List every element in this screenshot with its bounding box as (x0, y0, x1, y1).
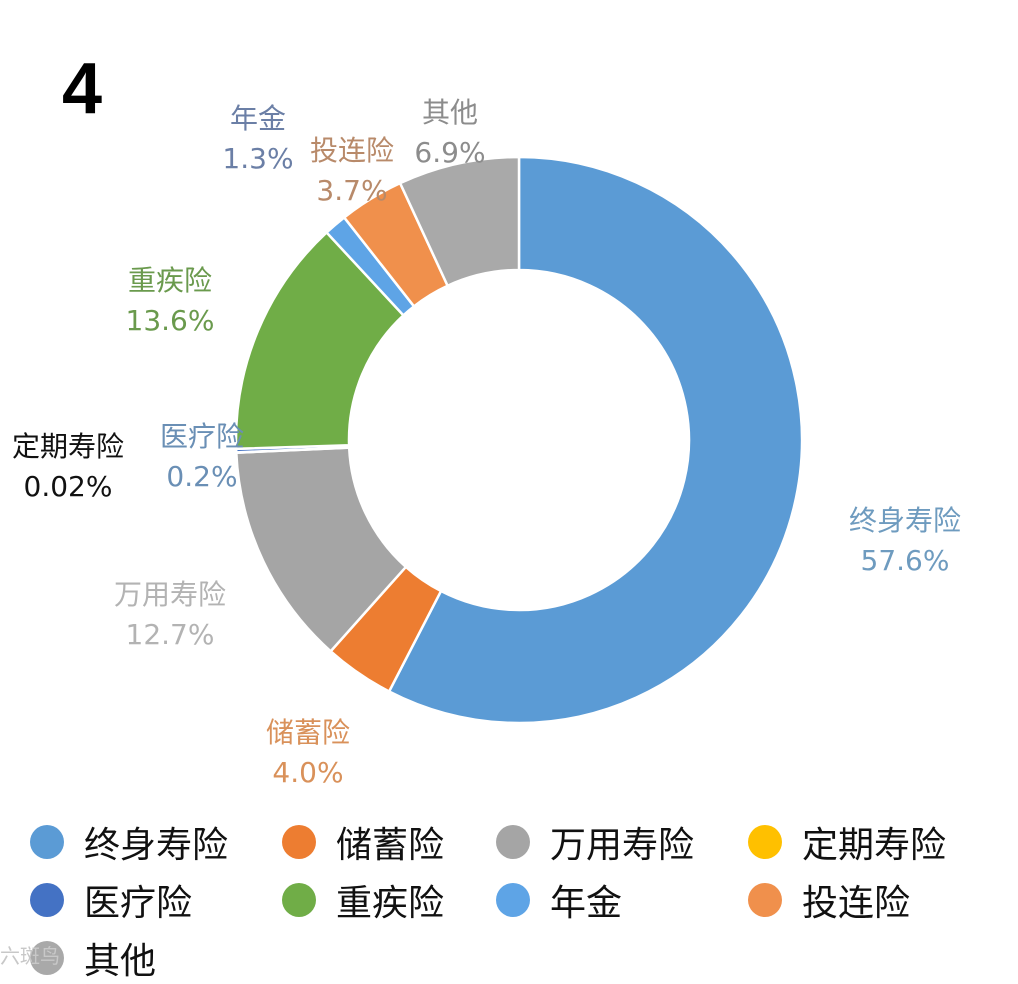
slice-value-label: 12.7% (126, 618, 215, 651)
slice-name-label: 重疾险 (128, 264, 212, 297)
legend-label: 投连险 (802, 883, 911, 924)
legend-color-swatch (748, 883, 782, 917)
legend-color-swatch (30, 941, 64, 975)
legend-label: 重疾险 (336, 883, 445, 924)
legend-color-swatch (30, 825, 64, 859)
watermark-text: 六斑鸟 (0, 944, 60, 968)
figure-number: 4 (62, 49, 103, 129)
slice-value-label: 3.7% (316, 174, 387, 207)
legend-color-swatch (496, 883, 530, 917)
slice-name-label: 年金 (230, 102, 286, 135)
slice-name-label: 定期寿险 (12, 430, 124, 463)
legend-item: 年金 (496, 876, 622, 924)
legend-item: 医疗险 (30, 876, 192, 924)
legend-item: 终身寿险 (30, 818, 228, 866)
slice-value-label: 57.6% (861, 544, 950, 577)
legend-label: 医疗险 (84, 883, 193, 924)
legend-item: 其他 (30, 934, 156, 982)
legend-item: 重疾险 (282, 876, 444, 924)
donut-chart: 终身寿险 57.6% 储蓄险 4.0% 万用寿险 12.7% 定期寿险 0.02% 医疗险 0.2… (12, 96, 961, 789)
slice-name-label: 终身寿险 (849, 504, 961, 537)
slice-name-label: 万用寿险 (114, 578, 226, 611)
legend-color-swatch (748, 825, 782, 859)
slice-value-label: 0.02% (24, 470, 113, 503)
donut-slices (234, 155, 804, 725)
legend-label: 万用寿险 (550, 825, 695, 866)
legend-label: 终身寿险 (84, 825, 229, 866)
legend-color-swatch (496, 825, 530, 859)
legend-item: 万用寿险 (496, 818, 694, 866)
legend-label: 定期寿险 (802, 825, 947, 866)
slice-name-label: 医疗险 (160, 420, 244, 453)
legend-label: 储蓄险 (336, 825, 445, 866)
slice-value-label: 0.2% (166, 460, 237, 493)
slice-value-label: 4.0% (272, 756, 343, 789)
legend-color-swatch (30, 883, 64, 917)
legend-color-swatch (282, 883, 316, 917)
slice-value-label: 13.6% (126, 304, 215, 337)
legend-item: 定期寿险 (748, 818, 946, 866)
slice-labels: 终身寿险 57.6% 储蓄险 4.0% 万用寿险 12.7% 定期寿险 0.02% 医疗险 0.2… (12, 96, 961, 789)
legend-item: 储蓄险 (282, 818, 444, 866)
slice-value-label: 1.3% (222, 142, 293, 175)
legend-color-swatch (282, 825, 316, 859)
legend-label: 其他 (84, 941, 157, 982)
slice-1 (387, 155, 804, 725)
slice-name-label: 其他 (422, 96, 478, 129)
slice-value-label: 6.9% (414, 136, 485, 169)
legend-item: 投连险 (748, 876, 910, 924)
slice-name-label: 投连险 (310, 134, 394, 167)
legend-label: 年金 (550, 883, 623, 924)
slice-name-label: 储蓄险 (266, 716, 350, 749)
slice-9 (398, 155, 521, 288)
